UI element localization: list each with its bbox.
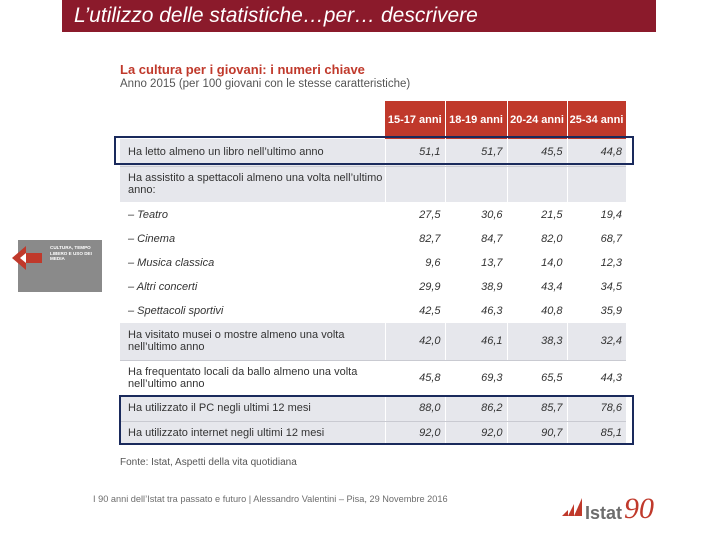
cell-value: 90,7 <box>506 421 567 445</box>
cell-value: 46,3 <box>444 299 507 323</box>
cell-value: 92,0 <box>444 421 507 445</box>
cell-value: 19,4 <box>566 202 626 227</box>
cell-value: 44,3 <box>566 360 626 396</box>
table-subtitle: Anno 2015 (per 100 giovani con le stesse… <box>120 78 411 90</box>
cell-value: 14,0 <box>506 251 567 275</box>
section-badge <box>18 240 102 292</box>
cell-value: 27,5 <box>384 202 445 227</box>
cell-value: 34,5 <box>566 275 626 299</box>
cell-value: 69,3 <box>444 360 507 396</box>
row-label: – Teatro <box>120 202 385 227</box>
row-label: Ha assistito a spettacoli almeno una vol… <box>120 166 385 202</box>
header-18-19: 18-19 anni <box>445 101 508 139</box>
cell-value: 46,1 <box>444 323 507 361</box>
cell-value: 51,1 <box>384 139 445 167</box>
cell-value: 88,0 <box>384 396 445 422</box>
cell-value: 78,6 <box>566 396 626 422</box>
table-row: – Altri concerti 29,9 38,9 43,4 34,5 <box>120 275 626 299</box>
slide-title: L’utilizzo delle statistiche…per… descri… <box>74 4 478 27</box>
cell-value <box>444 166 507 202</box>
table-header-row: 15-17 anni 18-19 anni 20-24 anni 25-34 a… <box>120 101 627 139</box>
cell-value: 92,0 <box>384 421 445 445</box>
cell-value: 42,0 <box>384 323 445 361</box>
table-row: Ha assistito a spettacoli almeno una vol… <box>120 166 626 202</box>
table-row: Ha visitato musei o mostre almeno una vo… <box>120 323 626 361</box>
cell-value: 65,5 <box>506 360 567 396</box>
cell-value: 82,0 <box>506 227 567 251</box>
cell-value <box>506 166 567 202</box>
table-row: – Musica classica 9,6 13,7 14,0 12,3 <box>120 251 626 275</box>
table-row: Ha frequentato locali da ballo almeno un… <box>120 360 626 396</box>
section-badge-label: CULTURA, TEMPO LIBERO E USO DEI MEDIA <box>50 245 92 261</box>
table-row: – Teatro 27,5 30,6 21,5 19,4 <box>120 202 626 227</box>
header-blank <box>120 101 385 139</box>
cell-value: 29,9 <box>384 275 445 299</box>
header-20-24: 20-24 anni <box>507 101 568 139</box>
row-label: Ha utilizzato internet negli ultimi 12 m… <box>120 421 385 445</box>
highlight-box-digital <box>119 395 634 445</box>
row-label: – Musica classica <box>120 251 385 275</box>
cell-value: 30,6 <box>444 202 507 227</box>
cell-value <box>384 166 445 202</box>
row-label: Ha frequentato locali da ballo almeno un… <box>120 360 385 396</box>
cell-value: 43,4 <box>506 275 567 299</box>
cell-value: 42,5 <box>384 299 445 323</box>
row-label: Ha letto almeno un libro nell’ultimo ann… <box>120 139 385 167</box>
cell-value: 84,7 <box>444 227 507 251</box>
cell-value: 85,1 <box>566 421 626 445</box>
table-row: – Cinema 82,7 84,7 82,0 68,7 <box>120 227 626 251</box>
cell-value: 12,3 <box>566 251 626 275</box>
istat-logo-text: Istat <box>585 503 623 523</box>
cell-value: 9,6 <box>384 251 445 275</box>
cell-value: 51,7 <box>444 139 507 167</box>
table-row: – Spettacoli sportivi 42,5 46,3 40,8 35,… <box>120 299 626 323</box>
cell-value: 85,7 <box>506 396 567 422</box>
row-label: Ha utilizzato il PC negli ultimi 12 mesi <box>120 396 385 422</box>
table-row: Ha utilizzato il PC negli ultimi 12 mesi… <box>120 396 626 422</box>
source-note: Fonte: Istat, Aspetti della vita quotidi… <box>120 457 297 468</box>
cell-value: 45,5 <box>506 139 567 167</box>
title-bar <box>62 0 656 32</box>
table-title: La cultura per i giovani: i numeri chiav… <box>120 62 365 77</box>
table-row: Ha utilizzato internet negli ultimi 12 m… <box>120 421 626 445</box>
cell-value: 44,8 <box>566 139 626 167</box>
row-label: – Cinema <box>120 227 385 251</box>
table-row: Ha letto almeno un libro nell’ultimo ann… <box>120 139 626 167</box>
header-15-17: 15-17 anni <box>385 101 446 139</box>
istat-logo-icon <box>562 498 582 516</box>
footer-text: I 90 anni dell’Istat tra passato e futur… <box>93 494 448 504</box>
cell-value: 38,9 <box>444 275 507 299</box>
cell-value: 32,4 <box>566 323 626 361</box>
cell-value <box>566 166 626 202</box>
cell-value: 40,8 <box>506 299 567 323</box>
cell-value: 35,9 <box>566 299 626 323</box>
header-25-34: 25-34 anni <box>567 101 627 139</box>
cell-value: 68,7 <box>566 227 626 251</box>
row-label: – Altri concerti <box>120 275 385 299</box>
cell-value: 38,3 <box>506 323 567 361</box>
cell-value: 82,7 <box>384 227 445 251</box>
highlight-box-reading <box>114 136 634 165</box>
cell-value: 21,5 <box>506 202 567 227</box>
istat-logo-90: 90 <box>624 492 654 525</box>
cell-value: 45,8 <box>384 360 445 396</box>
cell-value: 86,2 <box>444 396 507 422</box>
arrow-icon <box>12 246 42 270</box>
stats-table: 15-17 anni 18-19 anni 20-24 anni 25-34 a… <box>120 101 627 445</box>
row-label: Ha visitato musei o mostre almeno una vo… <box>120 323 385 361</box>
cell-value: 13,7 <box>444 251 507 275</box>
row-label: – Spettacoli sportivi <box>120 299 385 323</box>
